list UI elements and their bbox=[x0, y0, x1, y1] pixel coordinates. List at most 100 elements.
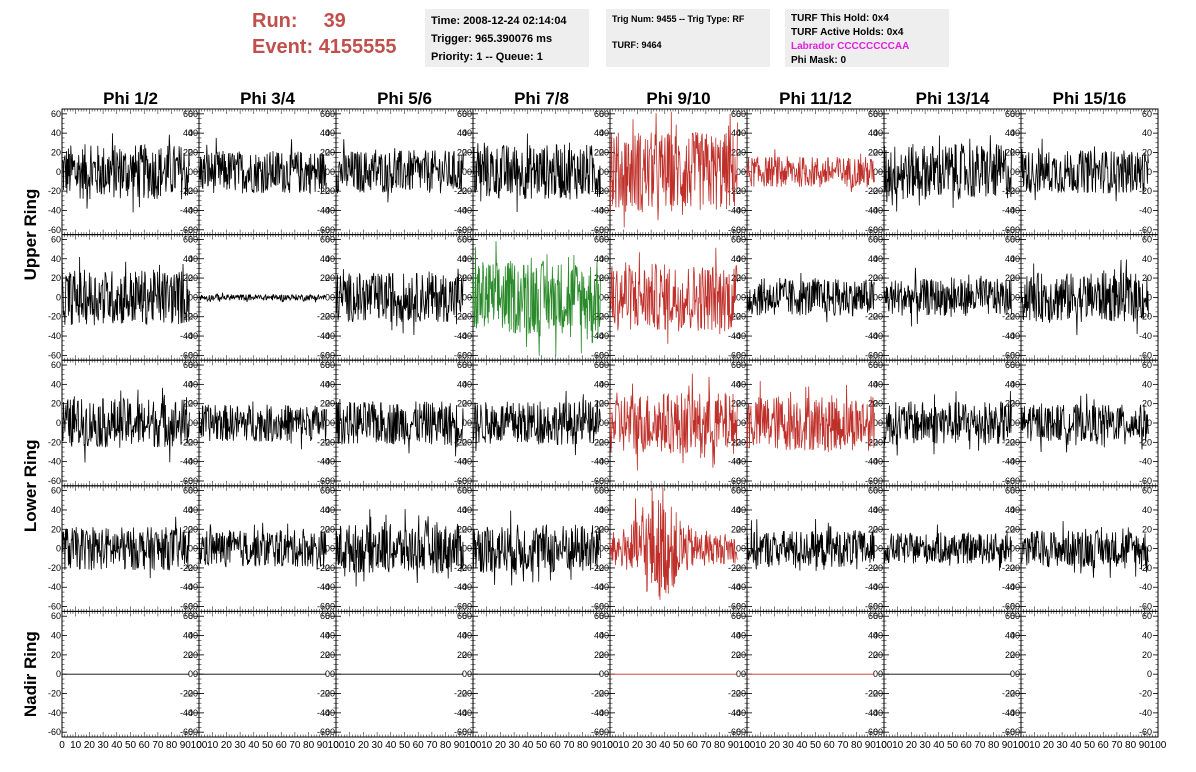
y-tick-label: -60 bbox=[180, 225, 193, 235]
y-tick-label: -60 bbox=[322, 225, 335, 235]
y-tick-label: 40 bbox=[51, 254, 61, 264]
column-header: Phi 15/16 bbox=[1053, 89, 1127, 108]
y-tick-label: 0 bbox=[462, 418, 467, 428]
event-label: Event: bbox=[252, 36, 314, 58]
waveform-trace bbox=[883, 135, 1012, 212]
y-tick-label: 40 bbox=[457, 505, 467, 515]
y-tick-label: -60 bbox=[1002, 476, 1015, 486]
y-tick-label: 20 bbox=[868, 273, 878, 283]
y-tick-label: 40 bbox=[873, 254, 883, 264]
y-tick-label: -20 bbox=[454, 312, 467, 322]
y-tick-label: 0 bbox=[325, 544, 330, 554]
y-tick-label: 20 bbox=[873, 147, 883, 157]
y-tick-label: 40 bbox=[873, 128, 883, 138]
y-tick-label: 60 bbox=[457, 486, 467, 496]
y-tick-label: -60 bbox=[454, 225, 467, 235]
y-tick-label: -20 bbox=[728, 437, 741, 447]
column-header: Phi 1/2 bbox=[103, 89, 158, 108]
y-tick-label: 40 bbox=[873, 379, 883, 389]
y-tick-label: -60 bbox=[454, 350, 467, 360]
y-tick-label: 20 bbox=[868, 147, 878, 157]
y-tick-label: -60 bbox=[459, 602, 472, 612]
y-tick-label: -40 bbox=[1002, 331, 1015, 341]
y-tick-label: 0 bbox=[736, 167, 741, 177]
labrador-text: Labrador CCCCCCCCAA bbox=[791, 41, 910, 52]
y-tick-label: -60 bbox=[1007, 476, 1020, 486]
y-tick-label: -40 bbox=[733, 457, 746, 467]
y-tick-label: 60 bbox=[51, 486, 61, 496]
priority-text: Priority: 1 -- Queue: 1 bbox=[431, 51, 543, 63]
y-tick-label: -20 bbox=[870, 437, 883, 447]
y-tick-label: 40 bbox=[320, 128, 330, 138]
y-tick-label: -60 bbox=[596, 476, 609, 486]
y-tick-label: 60 bbox=[188, 234, 198, 244]
y-tick-label: -20 bbox=[733, 186, 746, 196]
y-tick-label: -40 bbox=[180, 582, 193, 592]
y-tick-label: -40 bbox=[180, 205, 193, 215]
y-tick-label: -60 bbox=[865, 476, 878, 486]
y-tick-label: -40 bbox=[185, 457, 198, 467]
y-tick-label: 0 bbox=[188, 544, 193, 554]
waveform-trace bbox=[61, 252, 190, 326]
y-tick-label: -40 bbox=[317, 331, 330, 341]
y-tick-label: -20 bbox=[870, 186, 883, 196]
waveform-trace bbox=[61, 516, 190, 579]
waveform-trace bbox=[746, 380, 875, 453]
y-tick-label: 20 bbox=[1010, 399, 1020, 409]
y-tick-label: 0 bbox=[188, 167, 193, 177]
y-tick-label: 40 bbox=[594, 128, 604, 138]
y-tick-label: 60 bbox=[599, 109, 609, 119]
y-tick-label: -20 bbox=[1139, 437, 1152, 447]
y-tick-label: -20 bbox=[322, 186, 335, 196]
waveform-trace bbox=[335, 139, 464, 203]
waveform-trace bbox=[61, 133, 190, 213]
y-tick-label: 20 bbox=[457, 273, 467, 283]
y-tick-label: -60 bbox=[459, 476, 472, 486]
y-tick-label: -60 bbox=[317, 476, 330, 486]
y-tick-label: -40 bbox=[591, 205, 604, 215]
y-tick-label: 60 bbox=[462, 486, 472, 496]
y-tick-label: 20 bbox=[873, 273, 883, 283]
y-tick-label: -60 bbox=[1002, 350, 1015, 360]
y-tick-label: 0 bbox=[604, 167, 609, 177]
y-tick-label: 0 bbox=[1015, 167, 1020, 177]
y-tick-label: -20 bbox=[454, 437, 467, 447]
y-tick-label: -40 bbox=[1002, 457, 1015, 467]
waveform-trace bbox=[199, 292, 327, 303]
y-tick-label: -40 bbox=[180, 331, 193, 341]
y-tick-label: -40 bbox=[317, 205, 330, 215]
y-tick-label: 40 bbox=[457, 254, 467, 264]
y-tick-label: 20 bbox=[731, 399, 741, 409]
y-tick-label: 40 bbox=[594, 379, 604, 389]
y-tick-label: 40 bbox=[462, 128, 472, 138]
y-tick-label: 20 bbox=[736, 273, 746, 283]
y-tick-label: 0 bbox=[1015, 418, 1020, 428]
y-tick-label: -60 bbox=[48, 602, 61, 612]
y-tick-label: -40 bbox=[185, 582, 198, 592]
y-tick-label: -20 bbox=[1007, 437, 1020, 447]
y-tick-label: -20 bbox=[322, 312, 335, 322]
y-tick-label: -20 bbox=[454, 186, 467, 196]
y-tick-label: 20 bbox=[320, 147, 330, 157]
y-tick-label: -60 bbox=[591, 602, 604, 612]
y-tick-label: 20 bbox=[1010, 147, 1020, 157]
y-tick-label: 20 bbox=[325, 399, 335, 409]
y-tick-label: 0 bbox=[56, 544, 61, 554]
y-tick-label: 60 bbox=[1142, 109, 1152, 119]
y-tick-label: -40 bbox=[733, 205, 746, 215]
y-tick-label: -20 bbox=[317, 437, 330, 447]
y-tick-label: 40 bbox=[51, 128, 61, 138]
y-tick-label: 20 bbox=[183, 524, 193, 534]
y-tick-label: 20 bbox=[462, 524, 472, 534]
y-tick-label: -20 bbox=[48, 312, 61, 322]
y-tick-label: -40 bbox=[591, 582, 604, 592]
y-tick-label: 40 bbox=[1005, 379, 1015, 389]
